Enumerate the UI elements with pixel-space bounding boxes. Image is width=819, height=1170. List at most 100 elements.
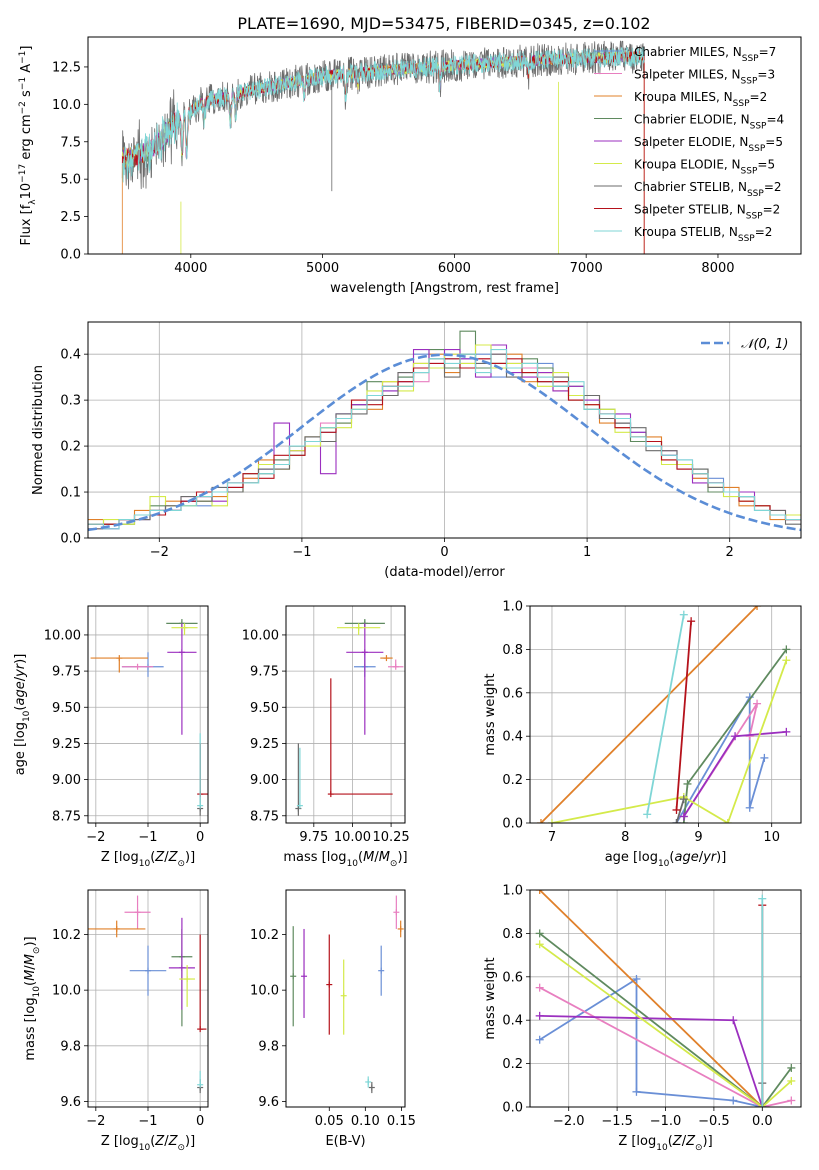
x-axis-label: mass [log10(M/M⊙)] xyxy=(283,850,407,869)
label-part: Salpeter ELODIE, N xyxy=(634,135,748,149)
axes-frame xyxy=(87,321,802,539)
label-part: mass weight xyxy=(483,673,498,755)
weight-line xyxy=(539,932,793,1107)
label-part: Z [log xyxy=(101,1134,139,1149)
label-part: Z [log xyxy=(101,850,139,865)
y-axis-label: mass weight xyxy=(483,957,498,1039)
label-part: Z xyxy=(154,1134,165,1149)
x-tick-label: 0.10 xyxy=(351,1114,380,1129)
label-part: )] xyxy=(23,936,38,946)
y-tick-label: 9.8 xyxy=(60,1039,81,1054)
label-part: Flux [f xyxy=(19,204,34,245)
label-part: =7 xyxy=(759,45,777,59)
weight-line xyxy=(540,606,758,823)
mass-vs-Z-panel: −2 −1 09.69.810.010.2Z [log10(Z/Z⊙)]mass [… xyxy=(23,889,209,1153)
y-tick-label: 9.75 xyxy=(250,665,279,680)
label-part: Kroupa MILES, N xyxy=(634,90,733,104)
label-part: mass [log xyxy=(23,997,38,1060)
label-part: SSP xyxy=(750,122,767,132)
x-tick-label: −1 xyxy=(138,1114,157,1129)
axes-frame xyxy=(529,889,802,1108)
x-tick-label: 7000 xyxy=(570,261,603,276)
label-part: =3 xyxy=(757,68,775,82)
x-tick-label: 0 xyxy=(440,545,448,560)
weight-series-chabrier-miles xyxy=(535,974,767,1107)
age-vs-mass-panel: 9.75 10.00 10.258.759.009.259.509.7510.00m… xyxy=(242,605,410,869)
x-tick-label: 5000 xyxy=(306,261,339,276)
axes-frame xyxy=(87,605,209,824)
spectrum-lines xyxy=(121,40,645,254)
label-part: ⊙ xyxy=(390,859,398,869)
y-tick-label: 0.3 xyxy=(60,394,81,409)
y-tick-label: 8.75 xyxy=(250,809,279,824)
weight-line xyxy=(675,621,692,811)
weight-line xyxy=(539,943,792,1107)
label-part: SSP xyxy=(746,212,763,222)
panels: 4000 5000 6000 7000 80000.02.55.07.510.012.5… xyxy=(13,36,802,1153)
spectrum-line-kroupa-miles xyxy=(121,51,645,254)
y-tick-label: 9.25 xyxy=(52,737,81,752)
label-part: Chabrier MILES, N xyxy=(634,45,742,59)
x-tick-label: 0 xyxy=(196,1114,204,1129)
y-tick-label: 0.2 xyxy=(60,440,81,455)
errorbar-salpeter-miles xyxy=(388,659,404,670)
label-part: ( xyxy=(668,1134,673,1149)
x-tick-label: 9.75 xyxy=(299,830,328,845)
histogram-lines xyxy=(88,330,801,532)
legend-entry: Salpeter STELIB, NSSP=2 xyxy=(634,203,780,222)
label-part: 10 xyxy=(656,1143,668,1153)
x-tick-label: −2 xyxy=(150,545,169,560)
figure-title: PLATE=1690, MJD=53475, FIBERID=0345, z=0… xyxy=(237,14,650,33)
label-part: −2 xyxy=(18,101,28,114)
y-tick-label: 9.25 xyxy=(250,737,279,752)
legend-entry: Kroupa ELODIE, NSSP=5 xyxy=(634,158,775,177)
weight-line xyxy=(675,798,685,823)
label-part: )] xyxy=(185,1134,195,1149)
errorbar-salpeter-elodie xyxy=(167,623,197,735)
label-part: SSP xyxy=(733,99,750,109)
label-part: Kroupa ELODIE, N xyxy=(634,158,741,172)
y-tick-label: 0.8 xyxy=(502,643,523,658)
axes-frame xyxy=(285,605,406,824)
legend-entry: Kroupa STELIB, NSSP=2 xyxy=(634,225,772,244)
y-tick-label: 0.4 xyxy=(60,348,81,363)
normal-curve xyxy=(88,353,801,532)
label-part: Z xyxy=(154,850,165,865)
errorbar-chabrier-miles xyxy=(121,652,164,677)
label-part: ⊙ xyxy=(32,947,42,955)
y-tick-label: 9.00 xyxy=(250,773,279,788)
weight-line xyxy=(675,693,766,823)
errorbar-kroupa-elodie xyxy=(337,623,381,635)
x-axis-label: Z [log10(Z/Z⊙)] xyxy=(101,850,195,869)
label-part: / xyxy=(23,965,38,970)
y-tick-label: 12.5 xyxy=(52,60,81,75)
label-part: / xyxy=(164,1134,169,1149)
y-tick-label: 9.50 xyxy=(250,701,279,716)
weight-series-kroupa-elodie xyxy=(547,656,791,823)
label-part: )] xyxy=(185,850,195,865)
label-part: =5 xyxy=(757,158,775,172)
x-tick-label: −0.5 xyxy=(698,1114,730,1129)
y-tick-label: 9.6 xyxy=(258,1095,279,1110)
label-part: ( xyxy=(13,706,28,711)
errorbar-salpeter-miles xyxy=(121,663,154,670)
errorbar-salpeter-stelib xyxy=(197,743,208,798)
errorbar-kroupa-miles xyxy=(380,655,393,662)
axes-frame xyxy=(529,605,802,824)
y-tick-label: 2.5 xyxy=(60,210,81,225)
residual-panel: −2 −1 0 1 2 0.0 0.1 0.2 0.3 0.4 (data-model)/error… xyxy=(31,321,802,580)
y-tick-label: 10.00 xyxy=(242,628,279,643)
legend-entry: Salpeter MILES, NSSP=3 xyxy=(634,68,775,87)
label-part: =5 xyxy=(765,135,783,149)
weight-line xyxy=(551,659,788,823)
weight-line xyxy=(646,614,685,815)
label-part: E(B-V) xyxy=(325,1134,365,1149)
x-tick-label: 7 xyxy=(548,830,556,845)
label-part: SSP xyxy=(742,54,759,64)
label-part: SSP xyxy=(741,77,758,87)
x-tick-label: 8000 xyxy=(701,261,734,276)
legend-entry: Kroupa MILES, NSSP=2 xyxy=(634,90,767,109)
y-tick-label: 0.0 xyxy=(502,1101,523,1116)
weight-vs-Z-panel: −2.0 −1.5 −1.0 −0.5 0.0 0.0 0.2 0.4 0.6 0.8 1.0 Z [… xyxy=(483,884,802,1153)
